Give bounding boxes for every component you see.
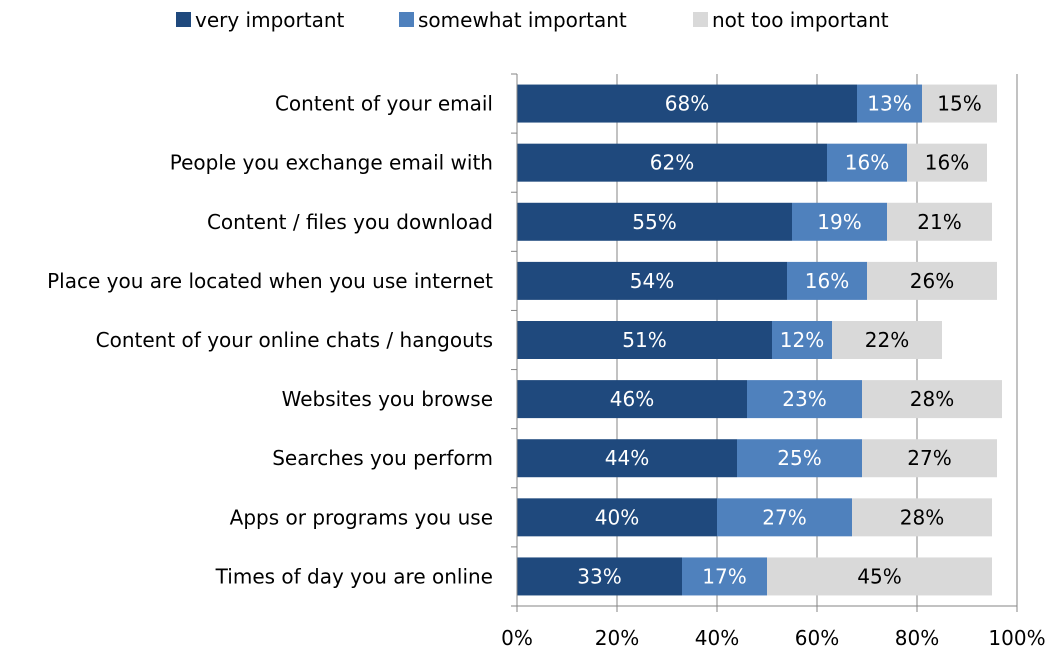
data-label-very-important-1: 68% (665, 92, 709, 116)
x-tick-labels: 0% 20% 40% 60% 80% 100% (501, 626, 1045, 650)
category-label-9: Times of day you are online (215, 564, 493, 588)
bar-very-important-1 (517, 84, 857, 123)
bar-not-too-important-3 (887, 202, 992, 241)
data-label-not-too-important-3: 21% (917, 210, 961, 234)
legend-label-not-too-important: not too important (712, 8, 889, 32)
data-label-very-important-2: 62% (650, 151, 694, 175)
data-label-not-too-important-2: 16% (925, 151, 969, 175)
data-label-not-too-important-6: 28% (910, 387, 954, 411)
x-tick-label-80: 80% (895, 626, 939, 650)
data-label-somewhat-important-7: 25% (777, 446, 821, 470)
data-label-somewhat-important-4: 16% (805, 269, 849, 293)
bar-somewhat-important-4 (787, 261, 867, 300)
x-tick-label-100: 100% (988, 626, 1045, 650)
bar-somewhat-important-2 (827, 143, 907, 182)
data-label-very-important-9: 33% (577, 564, 621, 588)
x-tick-label-40: 40% (695, 626, 739, 650)
bar-not-too-important-7 (862, 439, 997, 478)
bar-somewhat-important-8 (717, 498, 852, 537)
data-label-not-too-important-4: 26% (910, 269, 954, 293)
bar-somewhat-important-9 (682, 557, 767, 596)
category-label-7: Searches you perform (272, 446, 493, 470)
axes (511, 73, 1018, 612)
bar-not-too-important-4 (867, 261, 997, 300)
x-tick-label-60: 60% (795, 626, 839, 650)
data-label-somewhat-important-8: 27% (762, 505, 806, 529)
data-label-not-too-important-9: 45% (857, 564, 901, 588)
legend-label-very-important: very important (195, 8, 345, 32)
x-tick-label-20: 20% (595, 626, 639, 650)
bar-very-important-4 (517, 261, 787, 300)
data-label-somewhat-important-1: 13% (867, 92, 911, 116)
bar-somewhat-important-5 (772, 321, 832, 359)
bars: 68% 13% 15% 62% 16% 16% 55% 19% 21% 54% 16% 26% 51% 1… (517, 84, 1002, 596)
category-label-5: Content of your online chats / hangouts (96, 328, 493, 352)
bar-very-important-7 (517, 439, 737, 478)
data-label-somewhat-important-3: 19% (817, 210, 861, 234)
x-tick-label-0: 0% (501, 626, 533, 650)
data-label-very-important-8: 40% (595, 505, 639, 529)
bar-not-too-important-1 (922, 84, 997, 123)
bar-somewhat-important-7 (737, 439, 862, 478)
legend-swatch-very-important (176, 12, 191, 27)
category-label-6: Websites you browse (282, 387, 493, 411)
data-label-very-important-6: 46% (610, 387, 654, 411)
data-label-very-important-7: 44% (605, 446, 649, 470)
bar-not-too-important-2 (907, 143, 987, 182)
category-label-2: People you exchange email with (170, 151, 493, 175)
category-labels: Content of your email People you exchange… (47, 92, 493, 589)
category-label-3: Content / files you download (207, 210, 493, 234)
data-label-very-important-4: 54% (630, 269, 674, 293)
bar-not-too-important-9 (767, 557, 992, 596)
bar-not-too-important-8 (852, 498, 992, 537)
bar-very-important-3 (517, 202, 792, 241)
data-label-very-important-5: 51% (622, 328, 666, 352)
legend-swatch-somewhat-important (399, 12, 414, 27)
data-label-somewhat-important-2: 16% (845, 151, 889, 175)
data-label-somewhat-important-6: 23% (782, 387, 826, 411)
bar-very-important-8 (517, 498, 717, 537)
data-label-not-too-important-1: 15% (937, 92, 981, 116)
bar-somewhat-important-1 (857, 84, 922, 123)
category-label-4: Place you are located when you use inter… (47, 269, 493, 293)
data-label-not-too-important-7: 27% (907, 446, 951, 470)
bar-very-important-2 (517, 143, 827, 182)
category-label-8: Apps or programs you use (230, 505, 493, 529)
bar-somewhat-important-3 (792, 202, 887, 241)
bar-somewhat-important-6 (747, 380, 862, 419)
legend-swatch-not-too-important (693, 12, 708, 27)
bar-very-important-5 (517, 321, 772, 359)
data-label-not-too-important-5: 22% (865, 328, 909, 352)
data-label-somewhat-important-5: 12% (780, 328, 824, 352)
bar-not-too-important-5 (832, 321, 942, 359)
bar-very-important-6 (517, 380, 747, 419)
legend-label-somewhat-important: somewhat important (418, 8, 627, 32)
category-label-1: Content of your email (275, 92, 493, 116)
data-label-very-important-3: 55% (632, 210, 676, 234)
legend: very important somewhat important not too … (176, 8, 889, 32)
data-label-not-too-important-8: 28% (900, 505, 944, 529)
bar-not-too-important-6 (862, 380, 1002, 419)
bar-very-important-9 (517, 557, 682, 596)
data-label-somewhat-important-9: 17% (702, 564, 746, 588)
